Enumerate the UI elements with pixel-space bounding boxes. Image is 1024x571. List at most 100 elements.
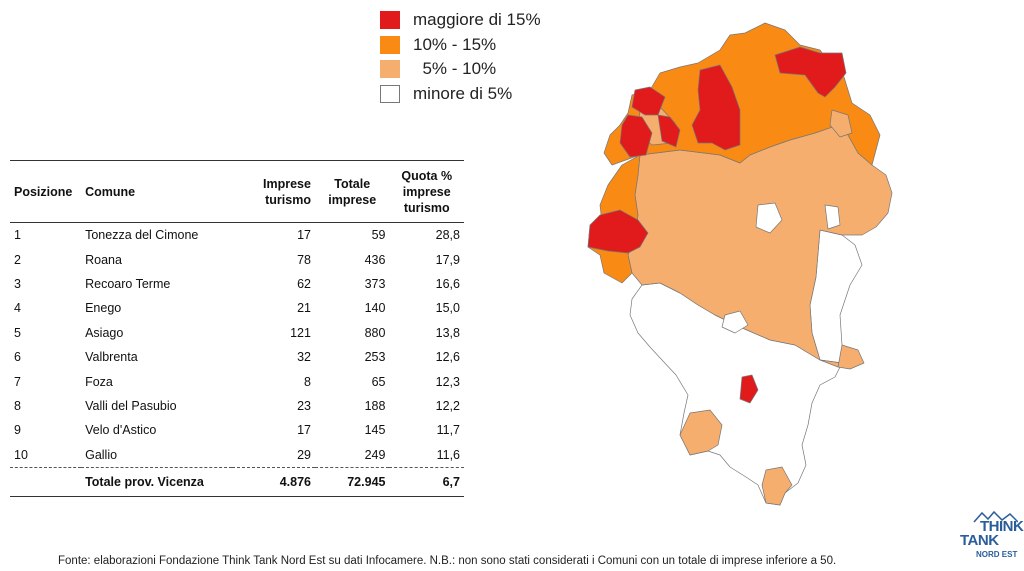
cell-posizione: 10: [10, 442, 82, 468]
legend-label-mid: 5% - 10%: [413, 59, 497, 79]
ranking-table: Posizione Comune Imprese turismo Totale …: [10, 160, 464, 497]
map-region-n-mid-2: [829, 109, 853, 138]
legend-label-low: minore di 5%: [413, 83, 513, 103]
cell-imprese: 17: [297, 423, 311, 438]
table-row: 10 Gallio 29 249 11,6: [10, 442, 464, 468]
cell-comune: Foza: [85, 374, 113, 389]
header-comune: Comune: [85, 184, 136, 199]
map-region-north-high: [587, 22, 881, 284]
cell-posizione: 1: [14, 228, 21, 243]
table-row: 7 Foza 8 65 12,3: [10, 369, 464, 393]
cell-totale: 140: [364, 301, 386, 316]
cell-totale: 65: [371, 374, 386, 389]
cell-totale: 880: [364, 325, 386, 340]
cell-quota: 12,6: [435, 350, 460, 365]
cell-quota: 11,7: [436, 423, 460, 438]
cell-totale: 145: [364, 423, 386, 438]
cell-posizione: 6: [14, 350, 21, 365]
legend-swatch-low: [380, 84, 400, 103]
cell-totale: 249: [314, 442, 390, 468]
cell-totale: 373: [364, 276, 386, 291]
table-row: 2 Roana 78 436 17,9: [10, 247, 464, 271]
map-hole-1: [755, 202, 783, 234]
cell-imprese: 78: [297, 252, 311, 267]
table-row: 9 Velo d'Astico 17 145 11,7: [10, 418, 464, 442]
total-label: Totale prov. Vicenza: [81, 467, 233, 497]
cell-posizione: 9: [14, 423, 21, 438]
map-region-enego-red: [774, 46, 847, 98]
cell-imprese: 21: [297, 301, 311, 316]
map-region-east-mid: [837, 344, 865, 370]
table-total-row: Totale prov. Vicenza 4.876 72.945 6,7: [10, 467, 464, 497]
legend-swatch-mid: [380, 60, 400, 79]
legend-item-low: minore di 5%: [380, 82, 541, 107]
cell-posizione: 7: [14, 374, 21, 389]
header-posizione: Posizione: [14, 184, 73, 199]
logo-line2: TANK: [960, 532, 999, 549]
cell-imprese: 32: [297, 350, 311, 365]
cell-comune: Gallio: [81, 442, 233, 468]
cell-comune: Valli del Pasubio: [85, 398, 177, 413]
cell-quota: 17,9: [435, 252, 460, 267]
cell-totale: 188: [364, 398, 386, 413]
table-row: 4 Enego 21 140 15,0: [10, 296, 464, 320]
legend-swatch-mid-high: [380, 35, 400, 54]
source-footnote: Fonte: elaborazioni Fondazione Think Tan…: [58, 555, 837, 567]
cell-comune: Roana: [85, 252, 122, 267]
map-region-nw-red-3: [657, 114, 681, 148]
logo-line3: NORD EST: [976, 550, 1018, 559]
legend-item-high: maggiore di 15%: [380, 8, 541, 33]
cell-totale: 253: [364, 350, 386, 365]
table-row: 8 Valli del Pasubio 23 188 12,2: [10, 394, 464, 418]
map-region-south-red: [739, 374, 759, 404]
cell-imprese: 23: [297, 398, 311, 413]
total-totale: 72.945: [314, 467, 390, 497]
legend-label-high: maggiore di 15%: [413, 10, 541, 30]
cell-quota: 13,8: [435, 325, 460, 340]
cell-imprese: 29: [232, 442, 315, 468]
cell-quota: 12,3: [435, 374, 460, 389]
logo-line1: THINK: [980, 518, 1024, 535]
cell-comune: Enego: [85, 301, 122, 316]
cell-posizione: 8: [14, 398, 21, 413]
logo-mountain-icon: [973, 510, 1018, 523]
cell-totale: 436: [364, 252, 386, 267]
table-row: 5 Asiago 121 880 13,8: [10, 321, 464, 345]
table-row: 1 Tonezza del Cimone 17 59 28,8: [10, 223, 464, 248]
cell-imprese: 17: [297, 228, 311, 243]
legend-swatch-high: [380, 11, 400, 30]
table-header-row: Posizione Comune Imprese turismo Totale …: [10, 160, 464, 223]
header-quota: Quota % imprese turismo: [401, 168, 453, 215]
map-region-s-mid: [761, 466, 793, 506]
cell-posizione: 5: [14, 325, 21, 340]
cell-comune: Velo d'Astico: [85, 423, 157, 438]
cell-quota: 12,2: [435, 398, 460, 413]
think-tank-logo: THINK TANK NORD EST: [958, 510, 1024, 568]
cell-comune: Asiago: [85, 325, 124, 340]
cell-quota: 28,8: [435, 228, 460, 243]
header-totale-imprese: Totale imprese: [328, 176, 377, 207]
map-hole-3: [824, 204, 841, 230]
legend-label-mid-high: 10% - 15%: [413, 34, 497, 54]
map-hole-2: [721, 310, 749, 334]
cell-imprese: 62: [297, 276, 311, 291]
cell-imprese: 121: [290, 325, 311, 340]
total-quota: 6,7: [389, 467, 464, 497]
map-legend: maggiore di 15% 10% - 15% 5% - 10% minor…: [380, 8, 541, 106]
cell-quota: 16,6: [435, 276, 460, 291]
map-region-nw-red-2: [619, 114, 653, 158]
cell-imprese: 8: [304, 374, 311, 389]
cell-comune: Tonezza del Cimone: [85, 228, 199, 243]
map-region-sw-mid: [679, 409, 723, 456]
header-imprese-turismo: Imprese turismo: [263, 176, 311, 207]
cell-comune: Valbrenta: [85, 350, 138, 365]
cell-posizione: 4: [14, 301, 21, 316]
cell-totale: 59: [371, 228, 386, 243]
total-spacer: [10, 467, 82, 497]
table-row: 6 Valbrenta 32 253 12,6: [10, 345, 464, 369]
table-row: 3 Recoaro Terme 62 373 16,6: [10, 272, 464, 296]
cell-quota: 15,0: [435, 301, 460, 316]
map-region-recoaro-red: [587, 209, 649, 254]
province-map: [587, 22, 893, 506]
cell-posizione: 2: [14, 252, 21, 267]
